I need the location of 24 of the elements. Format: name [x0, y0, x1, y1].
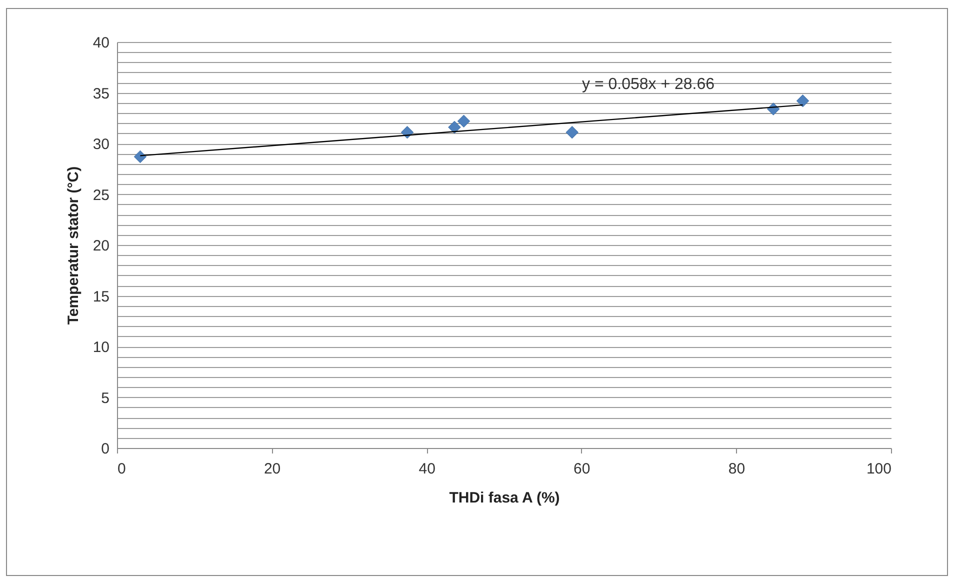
x-tick-label: 100: [866, 460, 892, 478]
x-axis-title: THDi fasa A (%): [449, 490, 560, 506]
y-tick-label: 40: [92, 34, 110, 52]
point: [448, 120, 461, 134]
point: [566, 126, 578, 139]
x-tick-label: 60: [574, 460, 590, 478]
point: [134, 150, 147, 164]
annotation: y = 0.058x + 28.66: [582, 76, 715, 93]
x-tick-label: 80: [728, 460, 746, 478]
x-tick-label: 0: [118, 460, 126, 478]
y-tick-label: 10: [92, 339, 110, 356]
y-tick-label: 0: [101, 440, 110, 458]
y-tick-label: 20: [92, 238, 110, 254]
y-axis-title: Temperatur stator (°C): [64, 166, 82, 325]
y-tick-label: 15: [92, 288, 110, 306]
x-tick-label: 20: [264, 460, 281, 478]
point: [400, 126, 414, 139]
y-tick-label: 30: [92, 136, 110, 153]
y-tick-label: 35: [92, 85, 110, 102]
point: [796, 94, 810, 108]
y-tick-label: 5: [101, 390, 110, 407]
y-tick-label: 25: [92, 186, 110, 204]
x-tick-label: 40: [418, 460, 436, 478]
point: [457, 114, 470, 128]
